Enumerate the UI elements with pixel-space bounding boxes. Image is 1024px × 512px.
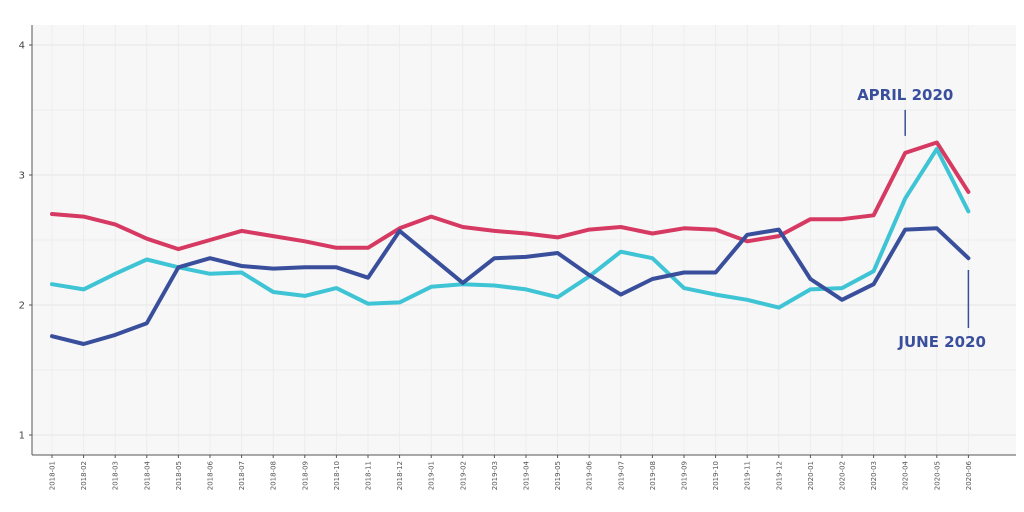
series-lines xyxy=(50,140,971,346)
axes xyxy=(31,25,1016,456)
x-tick-label: 2019-03 xyxy=(491,461,499,490)
x-tick-label: 2018-08 xyxy=(270,461,278,490)
x-tick-label: 2018-04 xyxy=(143,460,151,490)
x-tick-label: 2020-03 xyxy=(870,461,878,490)
y-tick-label: 1 xyxy=(19,431,25,442)
annotations: APRIL 2020 JUNE 2020 xyxy=(857,86,986,351)
x-tick-label: 2020-02 xyxy=(839,461,847,490)
x-axis-ticks: 2018-01 2018-02 2018-03 2018-04 2018-05 2018-… xyxy=(49,455,973,490)
x-tick-label: 2018-03 xyxy=(112,461,120,490)
x-tick-label: 2019-01 xyxy=(428,461,436,490)
x-tick-label: 2018-09 xyxy=(301,461,309,490)
series-red-line xyxy=(50,140,971,252)
series-cyan-line xyxy=(50,147,971,310)
x-tick-label: 2018-06 xyxy=(207,460,215,490)
y-tick-label: 4 xyxy=(19,41,25,52)
x-tick-label: 2019-08 xyxy=(649,461,657,490)
x-tick-label: 2020-04 xyxy=(902,460,910,490)
x-tick-label: 2019-09 xyxy=(681,461,689,490)
annotation-label: APRIL 2020 xyxy=(857,86,953,104)
series-navy-line xyxy=(50,226,971,346)
x-tick-label: 2018-01 xyxy=(49,461,57,490)
annotation-label: JUNE 2020 xyxy=(897,333,986,351)
x-tick-label: 2020-05 xyxy=(933,461,941,490)
x-tick-label: 2020-06 xyxy=(965,460,973,490)
x-tick-label: 2019-02 xyxy=(459,461,467,490)
x-tick-label: 2018-07 xyxy=(238,461,246,490)
x-tick-label: 2018-11 xyxy=(365,461,373,490)
x-tick-label: 2019-12 xyxy=(775,461,783,490)
x-tick-label: 2019-06 xyxy=(586,460,594,490)
x-tick-label: 2019-10 xyxy=(712,461,720,490)
y-axis-ticks: 1 2 3 4 xyxy=(19,41,32,442)
x-tick-label: 2019-11 xyxy=(744,461,752,490)
x-tick-label: 2018-12 xyxy=(396,461,404,490)
y-tick-label: 2 xyxy=(19,301,25,312)
x-tick-label: 2020-01 xyxy=(807,461,815,490)
x-tick-label: 2019-07 xyxy=(617,461,625,490)
x-tick-label: 2018-02 xyxy=(80,461,88,490)
x-tick-label: 2018-10 xyxy=(333,461,341,490)
x-tick-label: 2019-05 xyxy=(554,461,562,490)
x-tick-label: 2018-05 xyxy=(175,461,183,490)
y-tick-label: 3 xyxy=(19,171,25,182)
x-tick-label: 2019-04 xyxy=(523,460,531,490)
